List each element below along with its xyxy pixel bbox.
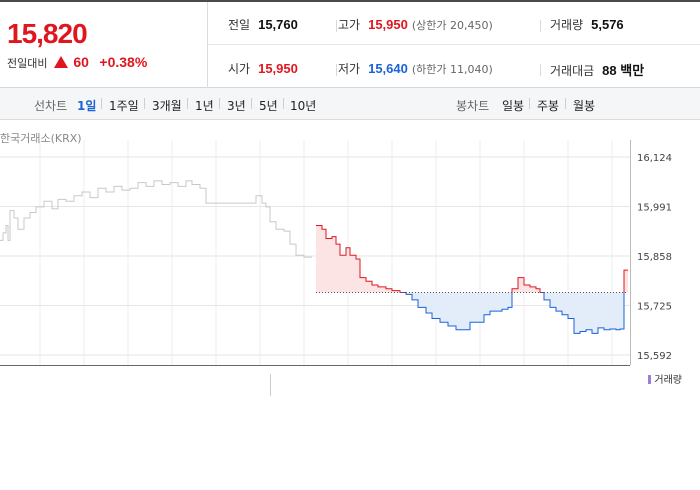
stat-volume: 거래량 5,576 <box>550 16 624 33</box>
y-tick-label: 15,991 <box>637 203 672 214</box>
tab-weekly[interactable]: 주봉 <box>537 99 560 113</box>
y-axis: 16,124 15,991 15,858 15,725 15,592 <box>637 153 672 362</box>
y-tick-label: 15,592 <box>637 351 672 362</box>
intraday-chart: 16,124 15,991 15,858 15,725 15,592 <box>0 140 672 366</box>
tab-separator <box>565 98 566 109</box>
price-box: 15,820 전일대비 60 +0.38% <box>0 2 208 88</box>
stat-separator <box>540 20 541 32</box>
y-tick-label: 15,858 <box>637 252 672 263</box>
candle-chart-label: 봉차트 <box>456 99 490 113</box>
stat-high: 고가 15,950 (상한가 20,450) <box>338 16 493 33</box>
y-tick-label: 15,725 <box>637 302 672 313</box>
stat-label: 고가 <box>338 18 361 32</box>
tab-separator <box>251 98 252 109</box>
stat-value: 15,760 <box>258 17 298 32</box>
stat-divider <box>208 44 700 45</box>
tab-3m[interactable]: 3개월 <box>152 99 182 113</box>
volume-divider <box>270 374 271 396</box>
quote-summary: 15,820 전일대비 60 +0.38% 전일 15,760 고가 15,950(… <box>0 0 700 88</box>
stat-grid: 전일 15,760 고가 15,950 (상한가 20,450) 거래량 5,576 시… <box>208 2 700 88</box>
tab-1w[interactable]: 1주일 <box>109 99 139 113</box>
volume-legend: 거래량 <box>648 371 682 386</box>
stat-label: 시가 <box>228 62 251 76</box>
stat-value: 88 백만 <box>602 63 645 78</box>
today-line-up <box>316 224 628 293</box>
line-chart-label: 선차트 <box>34 99 68 113</box>
tab-separator <box>187 98 188 109</box>
area-above-baseline <box>316 225 628 293</box>
chart-grid <box>0 140 631 365</box>
tab-separator <box>219 98 220 109</box>
tab-1d[interactable]: 1일 <box>77 99 97 113</box>
tab-separator <box>529 98 530 109</box>
stat-prev-close: 전일 15,760 <box>228 16 298 33</box>
volume-panel <box>0 366 700 396</box>
stat-label: 저가 <box>338 62 361 76</box>
current-price: 15,820 <box>7 18 88 49</box>
stat-label: 거래대금 <box>550 64 595 78</box>
stat-amount: 거래대금 88 백만 <box>550 60 644 79</box>
change-percent: +0.38% <box>99 54 148 70</box>
tab-3y[interactable]: 3년 <box>227 99 246 113</box>
stat-separator <box>540 64 541 76</box>
stat-open: 시가 15,950 <box>228 60 298 77</box>
y-tick-label: 16,124 <box>637 153 672 164</box>
lower-limit: (하한가 11,040) <box>411 63 493 76</box>
stat-label: 거래량 <box>550 18 584 32</box>
change-label: 전일대비 <box>7 57 48 70</box>
stat-separator <box>336 64 337 76</box>
up-arrow-icon <box>53 56 68 68</box>
tab-separator <box>101 98 102 109</box>
stat-value: 15,950 <box>258 61 298 76</box>
market-label: 한국거래소(KRX) <box>0 132 82 145</box>
upper-limit: (상한가 20,450) <box>411 19 493 32</box>
stat-separator <box>336 20 337 32</box>
tab-monthly[interactable]: 월봉 <box>573 99 596 113</box>
change-value: 60 <box>73 54 89 70</box>
tab-separator <box>144 98 145 109</box>
tab-1y[interactable]: 1년 <box>195 99 214 113</box>
change-row: 전일대비 60 +0.38% <box>7 54 147 71</box>
stat-value: 15,950 <box>368 17 408 32</box>
stat-value: 15,640 <box>368 61 408 76</box>
stat-value: 5,576 <box>591 17 624 32</box>
today-line-down <box>399 292 625 334</box>
period-bar: 선차트 1일 1주일 3개월 1년 3년 5년 10년 봉차트 일봉 주봉 월봉 <box>0 88 700 120</box>
prev-day-line <box>0 180 312 258</box>
stat-label: 전일 <box>228 18 251 32</box>
tab-5y[interactable]: 5년 <box>259 99 278 113</box>
stat-low: 저가 15,640 (하한가 11,040) <box>338 60 493 77</box>
tab-daily[interactable]: 일봉 <box>502 99 525 113</box>
tab-separator <box>283 98 284 109</box>
volume-legend-label: 거래량 <box>654 375 682 386</box>
volume-swatch <box>648 375 652 384</box>
tab-10y[interactable]: 10년 <box>290 99 317 113</box>
